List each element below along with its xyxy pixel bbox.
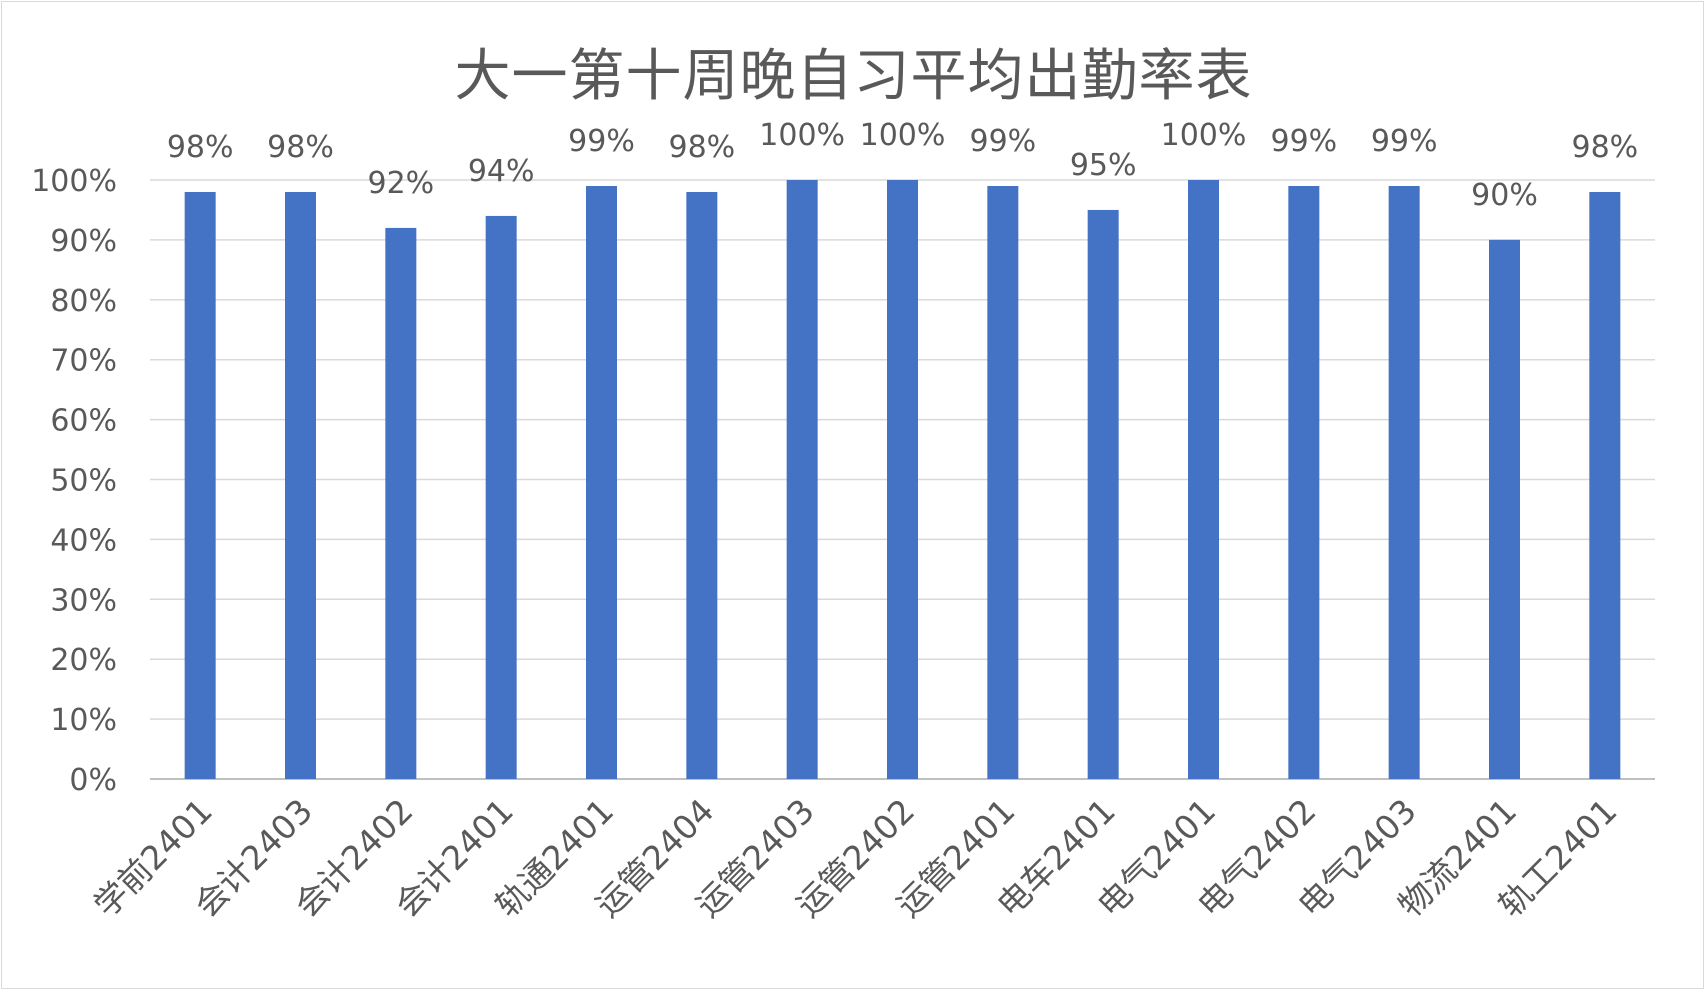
bar <box>1489 239 1520 779</box>
data-label: 95% <box>1070 148 1137 183</box>
data-label: 99% <box>568 124 635 159</box>
y-tick-label: 80% <box>50 284 117 319</box>
bar <box>887 180 918 779</box>
bar <box>987 185 1019 780</box>
bar <box>184 191 216 780</box>
bar <box>1388 185 1420 780</box>
bar <box>485 215 517 779</box>
data-label: 92% <box>367 166 434 201</box>
bar <box>1188 180 1219 779</box>
data-label: 90% <box>1471 178 1538 213</box>
y-tick-label: 30% <box>50 583 117 618</box>
data-label: 98% <box>668 130 735 165</box>
y-tick-label: 100% <box>31 164 117 199</box>
y-tick-label: 40% <box>50 523 117 558</box>
y-tick-label: 50% <box>50 464 117 499</box>
y-tick-label: 90% <box>50 224 117 259</box>
data-label: 99% <box>969 124 1036 159</box>
data-label: 99% <box>1270 124 1337 159</box>
bar <box>1087 209 1119 779</box>
chart-title: 大一第十周晚自习平均出勤率表 <box>454 44 1253 109</box>
y-tick-label: 60% <box>50 404 117 439</box>
data-label: 100% <box>1161 118 1247 153</box>
bar <box>385 227 417 780</box>
y-tick-label: 0% <box>69 763 117 798</box>
data-label: 98% <box>167 130 234 165</box>
bar <box>586 185 617 780</box>
bar <box>786 180 818 779</box>
data-label: 98% <box>267 130 334 165</box>
data-label: 99% <box>1371 124 1438 159</box>
data-label: 100% <box>759 118 845 153</box>
bar <box>1288 185 1320 780</box>
y-tick-label: 20% <box>50 643 117 678</box>
data-label: 94% <box>468 154 535 189</box>
bar <box>1589 191 1621 780</box>
data-label: 98% <box>1571 130 1638 165</box>
data-label: 100% <box>860 118 946 153</box>
y-tick-label: 10% <box>50 703 117 738</box>
y-tick-label: 70% <box>50 344 117 379</box>
bar <box>686 191 718 780</box>
bar <box>285 191 316 780</box>
